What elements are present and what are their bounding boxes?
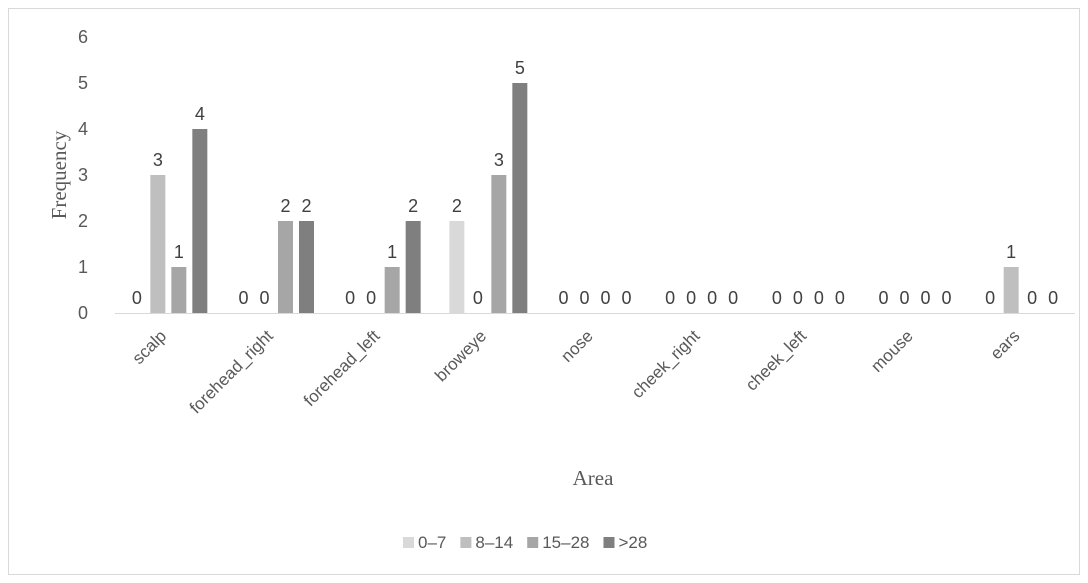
data-label: 0 [665, 288, 675, 308]
category-labels: scalp forehead_right forehead_left broweye n… [129, 326, 1024, 417]
category-label-forehead_left: forehead_left [300, 326, 384, 410]
bar-broweye-3 [512, 83, 528, 313]
bar-broweye-0 [449, 221, 465, 313]
data-label: 5 [515, 58, 525, 78]
data-label: 0 [941, 288, 951, 308]
data-label: 3 [494, 150, 504, 170]
data-label: 1 [174, 242, 184, 262]
data-label: 0 [793, 288, 803, 308]
category-label-scalp: scalp [129, 326, 170, 367]
legend-swatch-2 [527, 537, 539, 548]
data-label: 0 [345, 288, 355, 308]
y-axis-ticks: 0 1 2 3 4 5 6 [78, 27, 88, 323]
data-label: 1 [387, 242, 397, 262]
legend-swatch-3 [603, 537, 615, 548]
data-label: 2 [301, 196, 311, 216]
bar-scalp-1 [150, 175, 166, 313]
y-tick-label: 2 [78, 211, 88, 231]
data-label: 0 [366, 288, 376, 308]
chart-frame [8, 8, 1080, 575]
data-label: 3 [153, 150, 163, 170]
data-label: 0 [579, 288, 589, 308]
category-label-ears: ears [987, 326, 1024, 363]
data-label: 0 [728, 288, 738, 308]
data-label: 2 [452, 196, 462, 216]
bar-scalp-3 [192, 129, 208, 313]
y-tick-label: 6 [78, 27, 88, 47]
category-label-forehead_right: forehead_right [186, 326, 277, 417]
y-tick-label: 4 [78, 119, 88, 139]
data-label: 0 [899, 288, 909, 308]
data-label: 0 [238, 288, 248, 308]
data-label: 0 [473, 288, 483, 308]
legend-label: >28 [618, 533, 647, 552]
data-label: 1 [1006, 242, 1016, 262]
legend-swatch-0 [403, 537, 414, 548]
bar-forehead_left-3 [405, 221, 421, 313]
data-label: 0 [707, 288, 717, 308]
data-label: 2 [408, 196, 418, 216]
y-tick-label: 0 [78, 303, 88, 323]
bar-ears-1 [1003, 267, 1019, 313]
category-label-nose: nose [557, 326, 597, 366]
legend-label: 8–14 [475, 533, 513, 552]
bars [150, 83, 1019, 313]
data-label: 0 [1048, 288, 1058, 308]
data-label: 0 [814, 288, 824, 308]
category-label-cheek_right: cheek_right [628, 326, 704, 402]
legend: 0–7 8–14 15–28 >28 [403, 533, 647, 552]
data-label: 0 [920, 288, 930, 308]
data-label: 0 [878, 288, 888, 308]
data-label: 0 [132, 288, 142, 308]
legend-label: 0–7 [418, 533, 446, 552]
category-label-mouse: mouse [867, 326, 917, 376]
data-label: 0 [558, 288, 568, 308]
bar-forehead_left-2 [384, 267, 400, 313]
data-label: 2 [280, 196, 290, 216]
data-label: 0 [772, 288, 782, 308]
legend-swatch-1 [460, 537, 472, 548]
x-axis-title: Area [573, 466, 614, 490]
y-tick-label: 5 [78, 73, 88, 93]
data-label: 0 [686, 288, 696, 308]
data-label: 0 [835, 288, 845, 308]
y-tick-label: 1 [78, 257, 88, 277]
data-label: 0 [985, 288, 995, 308]
y-axis-title: Frequency [47, 130, 71, 219]
bar-forehead_right-3 [299, 221, 314, 313]
y-tick-label: 3 [78, 165, 88, 185]
bar-scalp-2 [171, 267, 187, 313]
category-label-broweye: broweye [431, 326, 490, 385]
bar-broweye-2 [491, 175, 507, 313]
data-label: 0 [600, 288, 610, 308]
data-label: 0 [259, 288, 269, 308]
data-label: 0 [621, 288, 631, 308]
data-label: 0 [1027, 288, 1037, 308]
category-label-cheek_left: cheek_left [742, 326, 810, 394]
bar-forehead_right-2 [278, 221, 293, 313]
data-label: 4 [195, 104, 205, 124]
legend-label: 15–28 [542, 533, 589, 552]
